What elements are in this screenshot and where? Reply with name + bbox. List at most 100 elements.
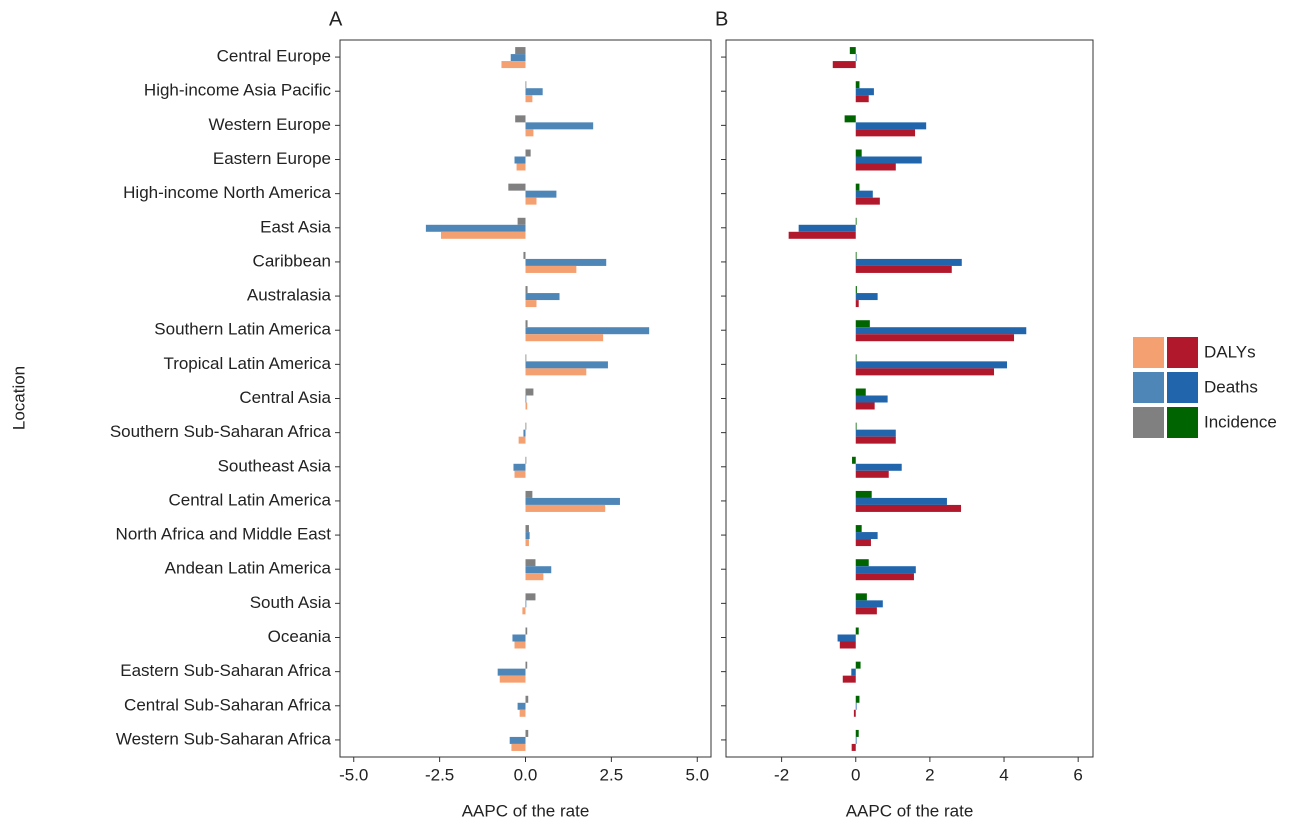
bar	[855, 539, 871, 547]
y-tick-label: Eastern Europe	[213, 149, 331, 168]
y-tick-label: Southern Sub-Saharan Africa	[110, 422, 332, 441]
bar	[853, 709, 856, 717]
bar	[855, 95, 869, 103]
y-tick-label: East Asia	[260, 217, 331, 236]
bar	[525, 566, 552, 574]
bar	[425, 224, 526, 232]
legend-label: DALYs	[1204, 342, 1256, 361]
bar	[513, 463, 526, 471]
bar	[855, 463, 902, 471]
bar	[839, 641, 856, 649]
legend-swatch	[1167, 337, 1198, 368]
bar	[525, 149, 531, 157]
bar	[525, 504, 606, 512]
x-axis-label: AAPC of the rate	[462, 801, 590, 820]
bar	[516, 163, 526, 171]
bar	[855, 504, 962, 512]
bar	[501, 61, 526, 69]
bar	[855, 156, 922, 164]
bar	[855, 497, 947, 505]
bar	[525, 402, 528, 410]
bar	[523, 251, 526, 259]
legend-label: Deaths	[1204, 377, 1258, 396]
bar	[851, 743, 856, 751]
x-tick-label: -2	[774, 765, 789, 784]
bar	[842, 675, 856, 683]
x-tick-label: 0	[851, 765, 860, 784]
bar	[855, 532, 878, 540]
legend-swatch	[1133, 407, 1164, 438]
bar	[522, 607, 526, 615]
y-tick-label: North Africa and Middle East	[116, 525, 332, 544]
bar	[855, 388, 866, 396]
bar	[855, 559, 869, 567]
bar	[855, 395, 888, 403]
bar	[855, 81, 860, 89]
y-tick-label: Western Sub-Saharan Africa	[116, 729, 332, 748]
bar	[525, 327, 650, 335]
bar	[849, 47, 856, 55]
bar	[855, 729, 859, 737]
bar	[525, 190, 557, 198]
bar	[525, 88, 543, 96]
y-tick-label: Tropical Latin America	[163, 354, 331, 373]
bar	[525, 559, 536, 567]
bar	[525, 320, 528, 328]
bar	[855, 702, 857, 710]
bar	[855, 334, 1015, 342]
bar	[855, 286, 857, 294]
y-axis-label: Location	[9, 366, 28, 430]
y-tick-label: Caribbean	[253, 251, 331, 270]
bar	[855, 265, 952, 273]
bar	[525, 695, 529, 703]
bar	[518, 436, 526, 444]
bar	[855, 573, 914, 581]
bar	[525, 300, 537, 308]
bar	[525, 334, 604, 342]
bar	[525, 539, 529, 547]
bar	[525, 593, 536, 601]
bar	[525, 573, 544, 581]
bar	[514, 470, 526, 478]
bar	[855, 190, 873, 198]
y-tick-label: Eastern Sub-Saharan Africa	[120, 661, 331, 680]
bar	[497, 668, 526, 676]
bar	[855, 197, 880, 205]
bar	[855, 429, 896, 437]
bar	[855, 361, 1007, 369]
y-tick-label: High-income Asia Pacific	[144, 81, 332, 100]
bar	[525, 368, 587, 376]
bar	[525, 497, 620, 505]
bar	[855, 695, 860, 703]
bar	[525, 265, 577, 273]
bar	[855, 163, 896, 171]
bar	[525, 129, 534, 137]
bar	[525, 354, 527, 362]
bar	[855, 327, 1027, 335]
bar	[855, 293, 878, 301]
bar	[855, 607, 877, 615]
bar	[517, 217, 526, 225]
bar	[525, 627, 528, 635]
y-tick-label: Andean Latin America	[165, 559, 332, 578]
bar	[855, 354, 857, 362]
bar	[525, 388, 534, 396]
bar	[511, 743, 526, 751]
bar	[525, 600, 527, 608]
x-tick-label: 6	[1073, 765, 1082, 784]
bar	[525, 286, 528, 294]
bar	[855, 402, 875, 410]
bar	[525, 258, 607, 266]
bar	[525, 661, 528, 669]
bar	[855, 258, 962, 266]
bar	[519, 709, 526, 717]
bar	[440, 231, 526, 239]
bar	[855, 300, 859, 308]
bar	[855, 217, 857, 225]
x-tick-label: -2.5	[425, 765, 454, 784]
y-tick-label: Australasia	[247, 286, 332, 305]
y-tick-label: Oceania	[268, 627, 332, 646]
y-tick-label: Central Latin America	[168, 490, 331, 509]
y-tick-label: Southeast Asia	[218, 456, 332, 475]
bar	[525, 490, 533, 498]
